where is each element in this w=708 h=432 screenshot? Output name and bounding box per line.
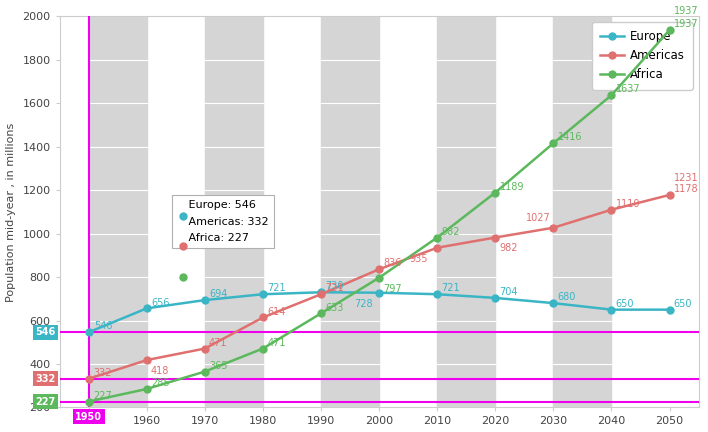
Text: 227: 227 <box>35 397 55 407</box>
Text: 694: 694 <box>209 289 227 299</box>
Text: 1189: 1189 <box>499 182 524 192</box>
Text: 418: 418 <box>151 366 169 376</box>
Text: 1937: 1937 <box>674 19 698 29</box>
Text: 721: 721 <box>325 283 344 293</box>
Text: 546: 546 <box>35 327 55 337</box>
Y-axis label: Population mid-year , in millions: Population mid-year , in millions <box>6 122 16 302</box>
Text: 650: 650 <box>674 299 692 309</box>
Bar <box>321 16 379 407</box>
Text: 471: 471 <box>267 338 285 348</box>
Text: 656: 656 <box>151 298 169 308</box>
Text: 704: 704 <box>499 287 518 297</box>
Text: 332: 332 <box>35 374 55 384</box>
Text: 1950: 1950 <box>75 412 102 422</box>
Text: 1231: 1231 <box>674 173 698 183</box>
Text: 650: 650 <box>616 299 634 309</box>
Text: 285: 285 <box>151 378 170 388</box>
Text: 1937: 1937 <box>674 6 698 16</box>
Text: 332: 332 <box>93 368 111 378</box>
Bar <box>438 16 496 407</box>
Text: 1027: 1027 <box>525 213 550 223</box>
Text: 633: 633 <box>325 302 343 313</box>
Text: 721: 721 <box>267 283 286 293</box>
Text: Europe: 546
   Americas: 332
   Africa: 227: Europe: 546 Americas: 332 Africa: 227 <box>178 200 268 243</box>
Text: 1637: 1637 <box>616 84 640 95</box>
Text: 935: 935 <box>409 254 428 264</box>
Text: 730: 730 <box>325 282 343 292</box>
Bar <box>554 16 612 407</box>
Text: 797: 797 <box>383 283 402 294</box>
Text: 728: 728 <box>354 299 372 308</box>
Text: 365: 365 <box>209 361 227 371</box>
Text: 1416: 1416 <box>557 133 582 143</box>
Text: 721: 721 <box>441 283 460 293</box>
Text: 836: 836 <box>383 258 401 268</box>
Text: 1110: 1110 <box>616 199 640 209</box>
Bar <box>205 16 263 407</box>
Text: 614: 614 <box>267 307 285 317</box>
Text: 1178: 1178 <box>674 184 698 194</box>
Text: 227: 227 <box>93 391 112 401</box>
Text: 546: 546 <box>94 321 113 331</box>
Text: 982: 982 <box>441 227 460 237</box>
Text: 982: 982 <box>499 243 518 254</box>
Text: 471: 471 <box>209 338 227 348</box>
Text: 680: 680 <box>557 292 576 302</box>
Legend: Europe, Americas, Africa: Europe, Americas, Africa <box>592 22 692 89</box>
Bar <box>88 16 147 407</box>
